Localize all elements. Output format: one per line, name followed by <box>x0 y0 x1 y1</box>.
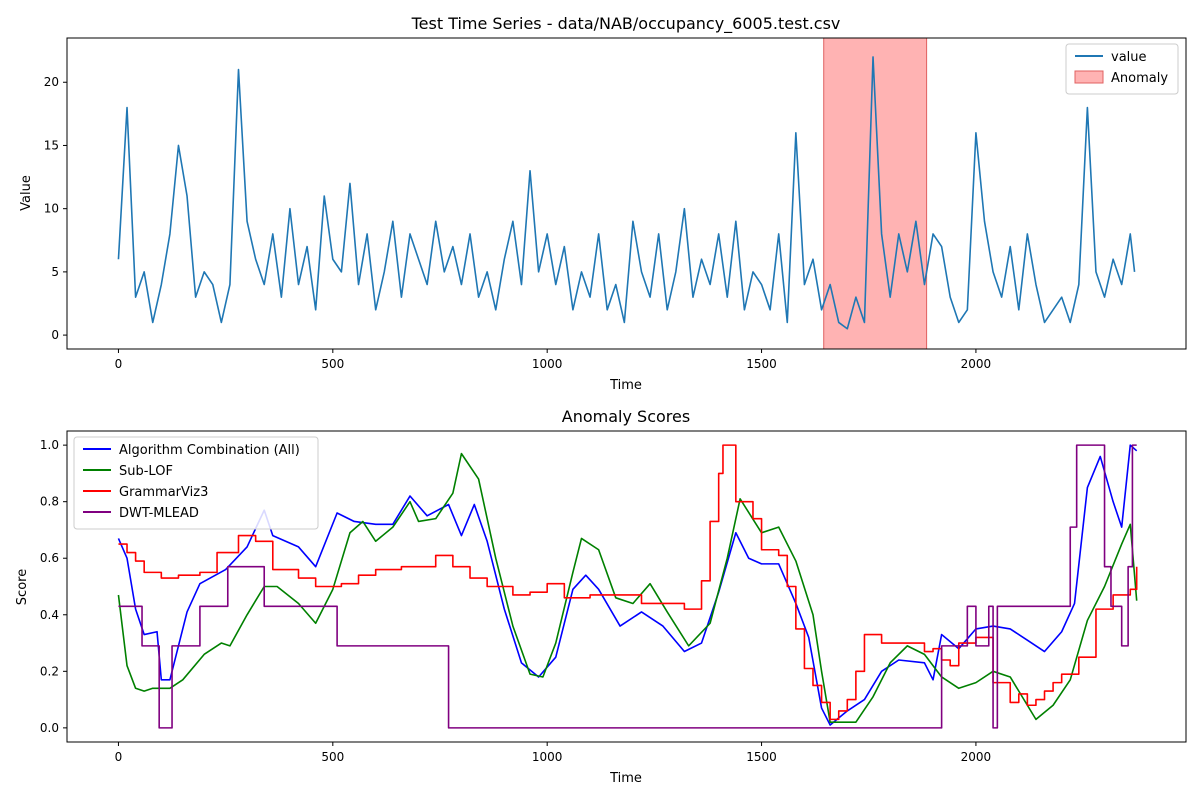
bottom-chart-legend: Algorithm Combination (All) Sub-LOF Gramma… <box>73 436 319 530</box>
bottom-chart: Anomaly Scores Time Score 0 500 1000 1500 20… <box>15 407 1187 786</box>
anomaly-region-0 <box>823 37 928 350</box>
bottom-chart-x-axis-label: Time <box>609 771 642 786</box>
y-tick-label-1: 5 <box>51 265 59 279</box>
y-tick-label-5: 1.0 <box>40 438 59 452</box>
x-tick-label-0: 0 <box>115 750 123 764</box>
legend-box <box>73 436 319 530</box>
x-tick-label-4: 2000 <box>961 357 992 371</box>
top-chart-legend: value Anomaly <box>1065 43 1179 95</box>
y-tick-label-0: 0 <box>51 328 59 342</box>
x-tick-label-1: 500 <box>321 357 344 371</box>
legend-label-3: DWT-MLEAD <box>119 506 199 521</box>
bottom-chart-marks: 0 500 1000 1500 2000 0.0 0.2 0.4 0.6 0.8 1.0 <box>40 430 1187 764</box>
top-chart-title: Test Time Series - data/NAB/occupancy_60… <box>411 14 841 34</box>
x-tick-label-4: 2000 <box>961 750 992 764</box>
x-tick-label-0: 0 <box>115 357 123 371</box>
y-tick-label-2: 10 <box>44 202 59 216</box>
x-tick-label-2: 1000 <box>532 357 563 371</box>
legend-label-2: GrammarViz3 <box>119 485 208 500</box>
y-tick-label-4: 0.8 <box>40 495 59 509</box>
axes-frame <box>66 37 1187 350</box>
x-tick-label-3: 1500 <box>746 357 777 371</box>
series-line-2 <box>118 444 1138 721</box>
y-tick-label-0: 0.0 <box>40 721 59 735</box>
legend-label-0: value <box>1111 50 1147 65</box>
y-tick-label-4: 20 <box>44 75 59 89</box>
bottom-chart-y-axis-label: Score <box>15 569 30 605</box>
legend-label-1: Sub-LOF <box>119 464 173 479</box>
top-chart: Test Time Series - data/NAB/occupancy_60… <box>19 14 1187 393</box>
x-tick-label-3: 1500 <box>746 750 777 764</box>
series-line-3 <box>118 444 1137 729</box>
x-tick-label-1: 500 <box>321 750 344 764</box>
legend-label-1: Anomaly <box>1111 71 1168 86</box>
series-line-0 <box>117 56 1136 330</box>
bottom-chart-title: Anomaly Scores <box>562 407 690 426</box>
legend-label-0: Algorithm Combination (All) <box>119 443 300 458</box>
x-tick-label-2: 1000 <box>532 750 563 764</box>
y-tick-label-2: 0.4 <box>40 608 59 622</box>
top-chart-y-axis-label: Value <box>19 175 34 211</box>
y-tick-label-3: 15 <box>44 138 59 152</box>
legend-swatch-1 <box>1074 70 1104 84</box>
y-tick-label-3: 0.6 <box>40 551 59 565</box>
top-chart-x-axis-label: Time <box>609 378 642 393</box>
y-tick-label-1: 0.2 <box>40 664 59 678</box>
top-chart-marks: 0 500 1000 1500 2000 0 5 10 15 20 <box>44 37 1187 371</box>
axes-frame <box>66 430 1187 743</box>
